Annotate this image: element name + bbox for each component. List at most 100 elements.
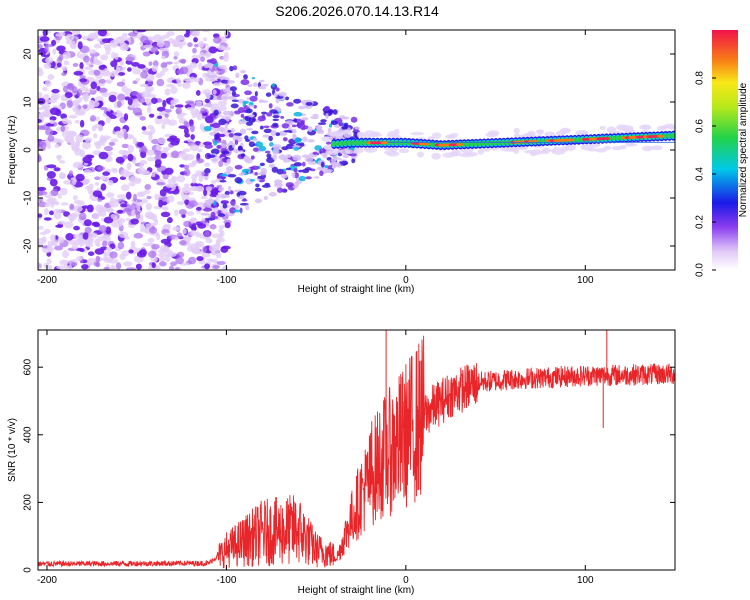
- spectrogram-noise-blob: [205, 238, 213, 244]
- spectrogram-halo-blob: [606, 126, 617, 133]
- spectrogram-transition-blob: [259, 79, 265, 83]
- spectrogram-halo-blob: [427, 136, 435, 141]
- spectrogram-halo-blob: [603, 145, 611, 150]
- spectrogram-noise-blob: [68, 114, 78, 119]
- spectrogram-transition-blob: [285, 154, 292, 158]
- spectrogram-noise-blob: [165, 61, 173, 65]
- spectrogram-transition-blob: [203, 173, 209, 177]
- spectrogram-noise-blob: [144, 184, 152, 191]
- spectrogram-transition-blob: [327, 127, 332, 134]
- spectrogram-halo-blob: [371, 131, 381, 136]
- spectrogram-noise-blob: [165, 183, 174, 188]
- spectrogram-noise-blob: [204, 115, 214, 124]
- snr-panel: -200 -100 0 100 0 200 400 600 Height of straigh…: [7, 329, 676, 596]
- spectrogram-transition-blob: [241, 199, 248, 202]
- spectrogram-noise-blob: [180, 58, 187, 64]
- spectrogram-noise-blob: [215, 196, 220, 203]
- spectrogram-halo-blob: [459, 152, 473, 158]
- spectrogram-noise-blob: [53, 212, 62, 220]
- spectrogram-ytick-label: 0: [23, 147, 34, 153]
- spectrogram-halo-blob: [619, 124, 634, 132]
- spectrogram-noise-blob: [136, 203, 141, 211]
- spectrogram-noise-blob: [209, 224, 217, 230]
- spectrogram-noise-blob: [102, 71, 112, 77]
- spectrogram-noise-blob: [107, 207, 114, 213]
- spectrogram-transition-blob: [227, 174, 237, 178]
- spectrogram-noise-blob: [211, 103, 220, 111]
- spectrogram-transition-blob: [217, 213, 226, 217]
- spectrogram-noise-blob: [141, 145, 147, 153]
- spectrogram-noise-blob: [50, 94, 58, 100]
- spectrogram-noise-blob: [145, 97, 150, 105]
- spectrogram-noise-blob: [185, 79, 194, 84]
- spectrogram-noise-blob: [116, 112, 125, 118]
- spectrogram-noise-blob: [64, 91, 73, 99]
- spectrogram-transition-blob: [316, 124, 322, 131]
- spectrogram-noise-blob: [74, 110, 85, 116]
- spectrogram-transition-blob: [209, 58, 217, 65]
- spectrogram-transition-blob: [272, 118, 279, 122]
- spectrogram-noise-blob: [131, 91, 140, 96]
- spectrogram-transition-blob: [268, 103, 273, 109]
- spectrogram-noise-blob: [49, 116, 57, 121]
- spectrogram-carrier-hot: [421, 142, 430, 146]
- spectrogram-transition-blob: [230, 199, 236, 206]
- spectrogram-noise-blob: [44, 79, 52, 88]
- spectrogram-transition-blob: [228, 111, 235, 117]
- spectrogram-transition-blob: [259, 162, 265, 167]
- spectrogram-transition-blob: [320, 119, 327, 123]
- spectrogram-transition-blob: [221, 150, 230, 155]
- spectrogram-noise-blob: [39, 36, 50, 42]
- spectrogram-noise-blob: [224, 222, 231, 229]
- spectrogram-noise-blob: [182, 148, 191, 153]
- snr-xtick-label: -200: [37, 575, 57, 586]
- spectrogram-noise-blob: [128, 249, 134, 254]
- spectrogram-noise-blob: [136, 30, 147, 33]
- spectrogram-halo-blob: [329, 133, 338, 138]
- spectrogram-transition-blob: [257, 175, 262, 179]
- spectrogram-noise-blob: [91, 222, 97, 226]
- spectrogram-transition-blob: [232, 145, 236, 148]
- spectrogram-noise-blob: [116, 81, 125, 87]
- spectrogram-noise-blob: [210, 259, 215, 263]
- spectrogram-noise-blob: [49, 119, 55, 125]
- spectrogram-noise-blob: [96, 166, 106, 171]
- spectrogram-noise-blob: [87, 257, 97, 266]
- spectrogram-transition-blob: [261, 184, 271, 188]
- spectrogram-noise-blob: [174, 104, 184, 108]
- spectrogram-transition-blob: [261, 83, 269, 87]
- spectrogram-noise-blob: [109, 267, 117, 270]
- snr-series-line: [38, 335, 675, 569]
- spectrogram-noise-blob: [94, 181, 100, 186]
- spectrogram-transition-blob: [293, 147, 300, 151]
- spectrogram-noise-blob: [113, 199, 119, 203]
- spectrogram-noise-blob: [179, 164, 185, 168]
- spectrogram-transition-blob: [263, 125, 270, 129]
- spectrogram-noise-blob: [161, 170, 167, 175]
- spectrogram-transition-blob: [298, 105, 306, 110]
- spectrogram-noise-blob: [188, 256, 197, 265]
- spectrogram-halo-blob: [595, 147, 607, 153]
- spectrogram-noise-blob: [108, 91, 118, 97]
- spectrogram-transition-blob: [229, 86, 237, 92]
- snr-ytick-label: 400: [23, 426, 34, 443]
- colorbar-tick-label: 0.6: [695, 119, 706, 133]
- spectrogram-noise-blob: [164, 113, 169, 118]
- spectrogram-noise-blob: [187, 200, 198, 208]
- spectrogram-halo-blob: [535, 129, 545, 134]
- spectrogram-noise-blob: [160, 152, 168, 159]
- spectrogram-noise-blob: [113, 126, 121, 133]
- spectrogram-transition-blob: [278, 92, 287, 97]
- colorbar-tick-label: 0.2: [695, 215, 706, 229]
- spectrogram-transition-blob: [276, 187, 284, 193]
- spectrogram-noise-blob: [222, 265, 229, 270]
- spectrogram-transition-blob: [260, 167, 267, 174]
- spectrogram-transition-blob: [213, 140, 218, 146]
- spectrogram-noise-blob: [158, 256, 166, 262]
- snr-marks: [38, 330, 675, 569]
- spectrogram-noise-blob: [57, 236, 65, 244]
- spectrogram-noise-blob: [141, 126, 147, 131]
- spectrogram-noise-blob: [82, 141, 92, 150]
- spectrogram-noise-blob: [140, 71, 148, 79]
